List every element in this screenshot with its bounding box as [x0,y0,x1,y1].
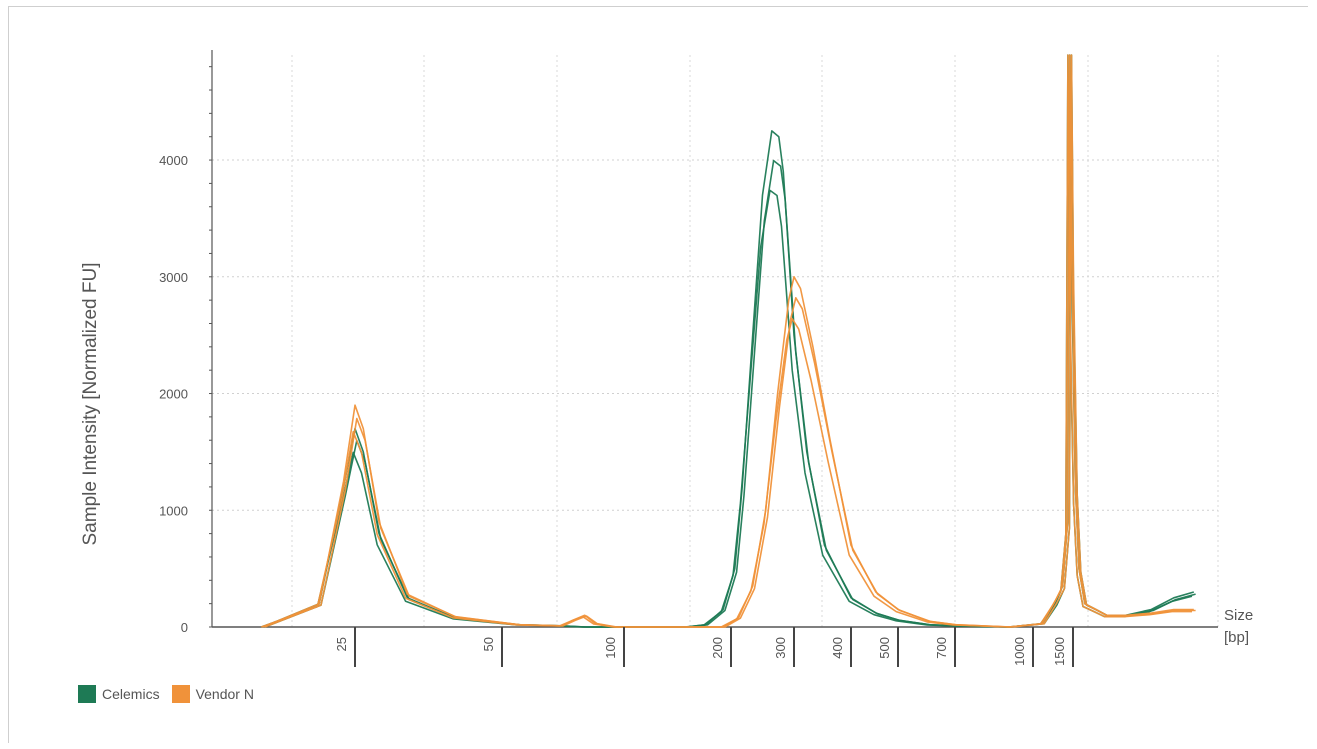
x-axis-label-line1: Size [1224,607,1253,624]
chart-frame [8,6,1308,743]
y-tick-labels: 0 1000 2000 3000 4000 [159,153,188,635]
series-line-celemics-rep3 [260,54,1193,628]
series-line-vendor-n-rep2 [264,54,1196,628]
x-tick-label-200: 200 [710,637,725,659]
legend-item-celemics: Celemics [78,685,160,703]
x-tick-label-400: 400 [830,637,845,659]
x-tick-labels: 25 50 100 200 300 400 500 700 1000 1500 [334,627,1074,667]
x-tick-label-700: 700 [934,637,949,659]
y-tick-label-2000: 2000 [159,387,188,402]
legend-swatch-celemics [78,685,96,703]
series-line-vendor-n-rep1 [262,54,1194,628]
x-tick-label-50: 50 [481,637,496,651]
x-tick-label-25: 25 [334,637,349,651]
y-tick-label-3000: 3000 [159,270,188,285]
legend-label-celemics: Celemics [102,686,160,702]
series-line-celemics-rep2 [264,54,1196,628]
x-tick-label-1000: 1000 [1012,637,1027,666]
legend-label-vendor-n: Vendor N [195,686,254,702]
series-line-celemics-rep1 [262,54,1195,628]
x-tick-label-1500: 1500 [1052,637,1067,666]
y-tick-label-4000: 4000 [159,153,188,168]
series-line-vendor-n-rep3 [260,54,1192,628]
legend-swatch-vendor-n [171,685,190,703]
x-tick-label-300: 300 [773,637,788,659]
x-axis-label-line2: [bp] [1224,629,1249,646]
y-tick-label-1000: 1000 [159,503,188,518]
series-layer [260,54,1196,628]
y-tick-label-0: 0 [181,620,188,635]
x-tick-label-100: 100 [603,637,618,659]
x-tick-label-500: 500 [877,637,892,659]
legend-item-vendor-n: Vendor N [171,685,254,703]
y-axis-label: Sample Intensity [Normalized FU] [80,263,101,546]
legend: Celemics Vendor N [78,685,266,703]
